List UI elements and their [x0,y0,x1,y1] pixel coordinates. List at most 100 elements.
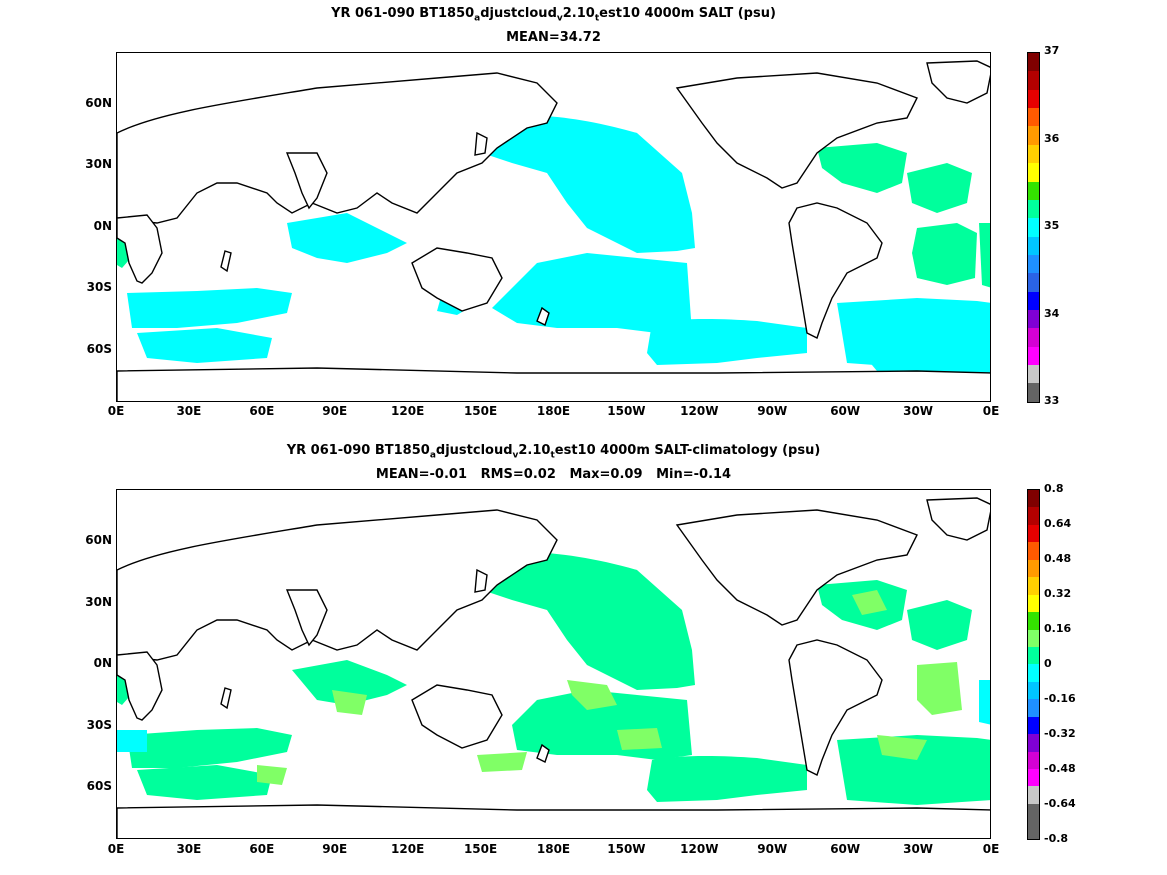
top-colorbar-segment [1028,53,1039,72]
bottom-lon-label: 60E [249,842,275,856]
bottom-field-patch-a [567,680,617,710]
top-colorbar-segment [1028,108,1039,127]
bottom-field-cyan-b [979,680,990,725]
bottom-lat-label: 60S [86,779,112,793]
top-lon-label: 60W [830,404,861,418]
top-lat-label: 30S [86,280,112,294]
bottom-title-sub: a [429,450,436,461]
bottom-anomaly-field-lightgreen [257,590,962,785]
bottom-field-cyan-a [117,730,147,752]
bottom-lon-label: 150W [607,842,646,856]
top-colorbar-segment [1028,199,1039,219]
top-colorbar-tick: 34 [1044,307,1060,320]
top-lon-label: 120E [391,404,425,418]
top-field-southeast-pacific [647,318,807,365]
bottom-field-north-atlantic-east [907,600,972,650]
bottom-colorbar-tick: 0.32 [1044,587,1072,600]
bottom-colorbar-tick: 0.48 [1044,552,1072,565]
top-lon-label: 60E [249,404,275,418]
top-lat-label: 60N [85,96,112,110]
bottom-lon-label: 90W [757,842,788,856]
bottom-colorbar-tick: -0.32 [1044,727,1076,740]
bottom-map-svg [117,497,990,838]
bottom-map-title: YR 061-090 BT1850adjustcloudv2.10test10 … [116,443,991,464]
top-colorbar-segment [1028,383,1039,402]
bottom-lat-label: 0N [93,656,112,670]
bottom-colorbar-segment [1028,734,1039,752]
top-lon-label: 120W [680,404,719,418]
top-colorbar-segment [1028,254,1039,274]
bottom-lon-label: 30E [176,842,202,856]
bottom-colorbar-tick: 0.8 [1044,482,1064,495]
bottom-map-panel [116,489,991,839]
top-title-part: 2.10 [562,6,595,21]
bottom-field-southeast-pacific [647,755,807,802]
top-lon-label: 150E [463,404,498,418]
bottom-title-part: djustcloud [435,443,513,458]
top-map-svg [117,60,990,401]
bottom-colorbar-tick: 0.64 [1044,517,1072,530]
bottom-field-southern-west [137,765,272,800]
top-field-south-pacific [492,253,692,333]
bottom-colorbar-segment [1028,507,1039,525]
top-colorbar-segment [1028,365,1039,384]
bottom-lon-label: 60W [830,842,861,856]
bottom-field-east-atlantic [837,735,990,805]
bottom-lon-label: 180E [536,842,571,856]
top-map-subtitle: MEAN=34.72 [506,30,601,45]
bottom-land-india [285,589,328,647]
top-field-south-atlantic [912,223,977,285]
bottom-land-madagascar [220,687,232,710]
bottom-colorbar-segment [1028,646,1039,665]
bottom-field-north-pacific [467,552,695,690]
top-lat-label: 30N [85,157,112,171]
top-colorbar [1027,52,1040,403]
bottom-land-japan [474,568,488,593]
top-land-australia [411,247,503,312]
top-land-greenland [926,60,990,104]
top-colorbar-segment [1028,236,1039,255]
bottom-land-antarctica [117,804,990,838]
top-lon-label: 30W [903,404,934,418]
bottom-field-patch-b [617,728,662,750]
top-field-north-atlantic [817,143,907,193]
bottom-land-greenland [926,497,990,541]
bottom-land-africa [117,651,163,721]
bottom-colorbar-segment [1028,577,1039,595]
top-colorbar-segment [1028,310,1039,329]
top-lon-label: 150W [607,404,646,418]
top-field-west-indian-b [979,223,990,288]
bottom-land-new-zealand [536,743,550,763]
bottom-lon-label: 150E [463,842,498,856]
bottom-colorbar-segment [1028,716,1039,735]
top-colorbar-segment [1028,328,1039,347]
top-title-part: est10 4000m SALT (psu) [599,6,776,21]
top-land-eurasia-africa [117,72,558,224]
top-colorbar-tick: 37 [1044,44,1060,57]
bottom-title-part: 2.10 [518,443,551,458]
top-lon-label: 180E [536,404,571,418]
bottom-colorbar-tick: -0.16 [1044,692,1076,705]
bottom-field-indian [292,660,407,705]
top-field-west-atlantic-south [862,353,990,373]
bottom-field-patch-d [917,662,962,715]
top-land-madagascar [220,250,232,273]
bottom-colorbar-segment [1028,629,1039,647]
bottom-title-part: YR 061-090 BT1850 [286,443,430,458]
top-title-sub: v [556,13,563,24]
bottom-colorbar-tick: -0.8 [1044,832,1069,845]
bottom-field-south-indian [127,728,292,768]
top-land-japan [474,131,488,156]
top-colorbar-segment [1028,144,1039,164]
top-lat-label: 60S [86,342,112,356]
bottom-lat-label: 30S [86,718,112,732]
bottom-colorbar-tick: -0.64 [1044,797,1076,810]
top-land-south-america [788,202,883,339]
bottom-title-sub: t [550,450,555,461]
top-title-part: djustcloud [480,6,557,21]
top-colorbar-segment [1028,181,1039,200]
top-title-sub: a [474,13,481,24]
top-map-panel [116,52,991,402]
bottom-colorbar-tick: -0.48 [1044,762,1076,775]
top-field-east-atlantic [837,298,990,368]
